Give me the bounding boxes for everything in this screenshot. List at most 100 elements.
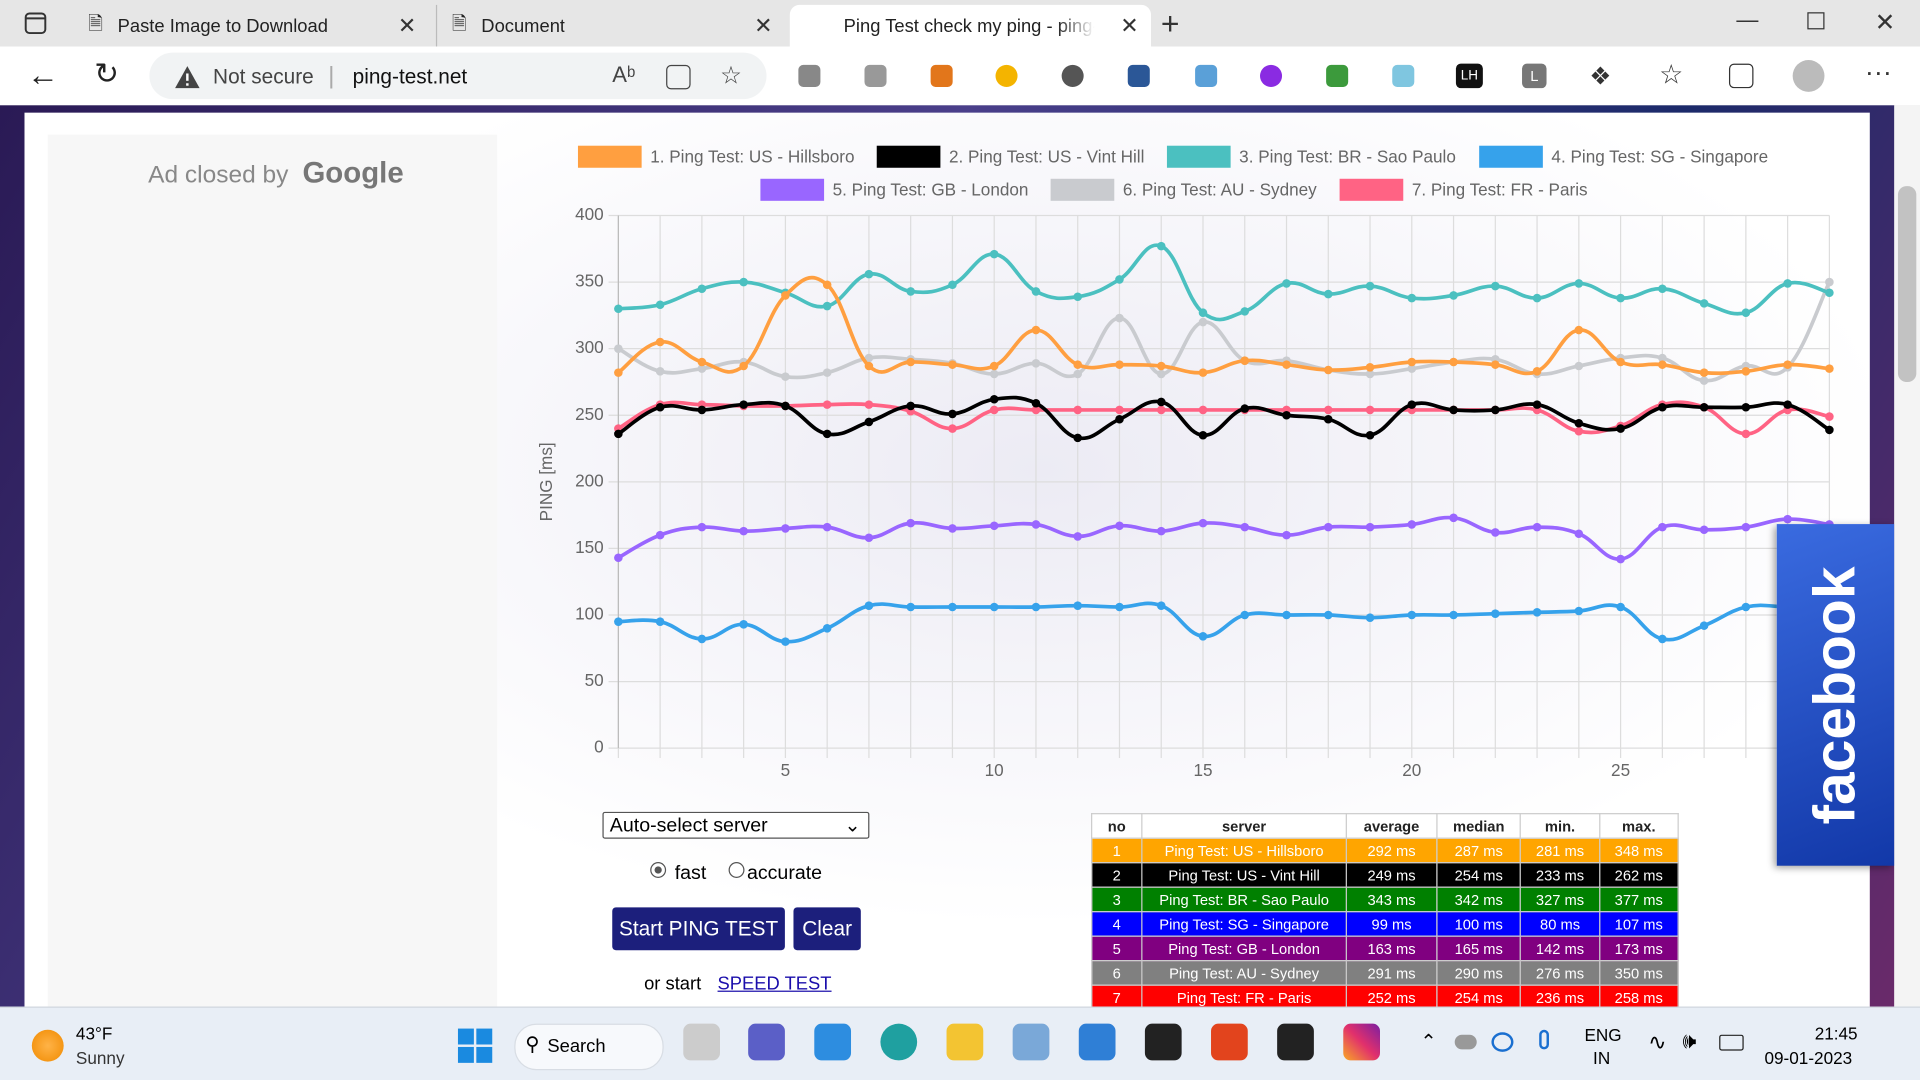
- new-tab-button[interactable]: +: [1160, 4, 1180, 42]
- extension-icon[interactable]: [1195, 64, 1218, 87]
- favorite-add-icon[interactable]: ☆: [720, 62, 742, 90]
- taskbar-app[interactable]: [1211, 1023, 1248, 1061]
- start-button[interactable]: [457, 1027, 494, 1064]
- extension-icon[interactable]: [1392, 64, 1415, 87]
- speed-test-link[interactable]: SPEED TEST: [717, 973, 832, 995]
- legend-swatch: [577, 145, 642, 168]
- data-point: [614, 344, 623, 353]
- data-point: [822, 429, 832, 439]
- wifi-icon[interactable]: ∿: [1648, 1029, 1667, 1055]
- radio-fast[interactable]: [650, 862, 667, 878]
- data-point: [948, 524, 957, 533]
- taskbar-app[interactable]: [1343, 1023, 1381, 1061]
- data-point: [1699, 299, 1709, 308]
- tray-chevron[interactable]: ⌃: [1420, 1032, 1437, 1054]
- taskbar-app[interactable]: [1012, 1023, 1050, 1061]
- menu-button[interactable]: ···: [1864, 56, 1892, 87]
- server-select[interactable]: Auto-select server ⌄: [602, 811, 870, 839]
- data-point: [1449, 291, 1458, 300]
- data-point: [1616, 602, 1625, 612]
- taskbar-app[interactable]: [748, 1023, 785, 1061]
- extension-icon[interactable]: [798, 64, 821, 87]
- scrollbar[interactable]: [1894, 105, 1920, 1007]
- extension-icon[interactable]: LH: [1455, 63, 1483, 89]
- start-button[interactable]: Start PING TEST: [612, 907, 785, 951]
- data-point: [822, 522, 832, 532]
- data-point: [1741, 602, 1751, 612]
- taskbar-app[interactable]: [1277, 1023, 1314, 1061]
- data-point: [1073, 601, 1083, 610]
- data-point: [1574, 279, 1584, 288]
- close-window-button[interactable]: ✕: [1874, 9, 1896, 37]
- extension-icon[interactable]: [1260, 64, 1283, 87]
- extensions-button[interactable]: ❖: [1589, 63, 1612, 91]
- radio-label: fast: [674, 863, 707, 885]
- data-point: [697, 364, 707, 373]
- restore-button[interactable]: [1807, 12, 1825, 30]
- collections-button[interactable]: [1728, 63, 1754, 89]
- tab-title: Paste Image to Download: [117, 15, 328, 37]
- tab-actions-icon[interactable]: [24, 12, 47, 35]
- language[interactable]: ENG: [1584, 1024, 1622, 1045]
- taskbar-app[interactable]: [880, 1023, 918, 1061]
- data-point: [1574, 325, 1584, 335]
- scroll-thumb[interactable]: [1897, 186, 1917, 383]
- data-point: [864, 601, 874, 610]
- taskbar-app[interactable]: [946, 1023, 984, 1061]
- read-aloud-icon[interactable]: Aᵇ: [612, 62, 636, 87]
- legend-swatch: [1479, 145, 1543, 168]
- data-point: [1407, 293, 1417, 303]
- extension-icon[interactable]: [1061, 64, 1084, 87]
- tab[interactable]: 🗎 Document ✕: [435, 4, 785, 47]
- taskbar-app[interactable]: [814, 1023, 852, 1061]
- weather-icon[interactable]: [31, 1029, 64, 1062]
- tab[interactable]: 🗎 Paste Image to Download ✕: [88, 12, 417, 38]
- favorites-button[interactable]: ☆: [1659, 58, 1684, 90]
- server-select-value: Auto-select server: [609, 815, 768, 837]
- data-point: [1574, 606, 1584, 616]
- data-point: [1156, 361, 1166, 371]
- data-point: [864, 353, 874, 363]
- search-box[interactable]: Search ⚲: [514, 1023, 664, 1071]
- clear-button[interactable]: Clear: [793, 907, 861, 951]
- table-cell: 290 ms: [1436, 960, 1522, 986]
- data-point: [1741, 522, 1751, 532]
- data-point: [906, 602, 915, 612]
- extension-icon[interactable]: [864, 64, 887, 87]
- extension-icon[interactable]: [1326, 64, 1349, 87]
- extension-icon[interactable]: L: [1522, 63, 1547, 89]
- tray-icon[interactable]: [1491, 1032, 1514, 1052]
- data-point: [1282, 279, 1291, 288]
- data-point: [739, 526, 748, 536]
- back-button[interactable]: ←: [26, 56, 59, 94]
- facebook-widget[interactable]: facebook: [1776, 524, 1895, 866]
- taskbar-app[interactable]: [683, 1023, 721, 1061]
- extension-icon[interactable]: [1127, 64, 1150, 87]
- volume-icon[interactable]: 🕪: [1682, 1028, 1697, 1054]
- table-cell: 252 ms: [1345, 984, 1438, 1007]
- taskbar-app[interactable]: [1144, 1023, 1182, 1061]
- refresh-button[interactable]: ↻: [94, 57, 119, 91]
- tab-title: Document: [481, 15, 566, 37]
- tray-icon[interactable]: [1454, 1034, 1477, 1050]
- battery-icon[interactable]: [1719, 1034, 1744, 1051]
- taskbar-app[interactable]: [1078, 1023, 1116, 1061]
- tray-icon[interactable]: [1539, 1029, 1549, 1050]
- x-tick-label: 25: [1611, 760, 1630, 780]
- data-point: [1282, 410, 1291, 420]
- header-cell: server: [1141, 813, 1347, 839]
- table-cell: 254 ms: [1436, 862, 1522, 888]
- minimize-button[interactable]: —: [1736, 7, 1759, 32]
- active-tab[interactable]: Ping Test check my ping - ping-t ✕: [789, 4, 1152, 47]
- region[interactable]: IN: [1593, 1048, 1611, 1068]
- profile-button[interactable]: [1792, 60, 1825, 92]
- reader-icon[interactable]: [666, 64, 691, 90]
- extension-icon[interactable]: [995, 64, 1018, 87]
- clock-date[interactable]: 09-01-2023: [1764, 1048, 1853, 1068]
- address-bar[interactable]: Not secure | ping-test.net Aᵇ ☆: [149, 52, 767, 100]
- clock-time[interactable]: 21:45: [1814, 1023, 1858, 1044]
- extension-icon[interactable]: [930, 64, 953, 87]
- radio-accurate[interactable]: [728, 862, 745, 878]
